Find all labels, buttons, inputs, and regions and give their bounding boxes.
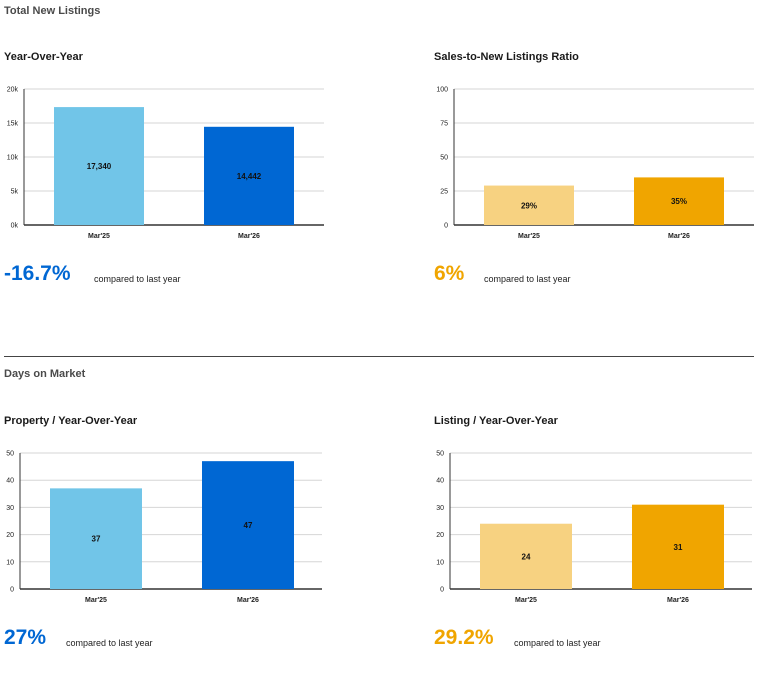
y-tick-label: 75 [440, 121, 448, 128]
y-tick-label: 10k [7, 155, 19, 162]
y-tick-label: 20 [436, 532, 444, 539]
bar-chart-listing-yoy: 0 10 20 30 40 50 24 Mar'25 31 Mar'26 [436, 451, 752, 604]
bar-Mar25 [484, 185, 574, 225]
bar-chart-sales-ratio: 0 25 50 75 100 29% Mar'25 35% Mar'26 [436, 87, 754, 240]
y-tick-label: 10 [6, 559, 14, 566]
y-tick-label: 20 [6, 532, 14, 539]
compare-label: compared to last year [66, 638, 153, 648]
y-tick-label: 15k [7, 121, 19, 128]
bar-value-label: 29% [521, 201, 537, 210]
x-category-label: Mar'26 [667, 597, 689, 604]
y-tick-label: 40 [6, 478, 14, 485]
bar-value-label: 14,442 [237, 172, 262, 181]
compare-label: compared to last year [484, 274, 571, 284]
bar-chart-property-yoy: 0 10 20 30 40 50 37 Mar'25 47 Mar'26 [6, 451, 322, 604]
y-tick-label: 0 [10, 587, 14, 594]
change-percent-sales-ratio: 6% [434, 262, 465, 285]
x-category-label: Mar'25 [88, 233, 110, 240]
bar-value-label: 37 [92, 535, 101, 544]
bar-value-label: 31 [674, 543, 683, 552]
chart-title-sales-ratio: Sales-to-New Listings Ratio [434, 51, 579, 63]
change-percent-property: 27% [4, 626, 47, 649]
y-tick-label: 20k [7, 87, 19, 94]
change-percent-listing: 29.2% [434, 626, 494, 649]
compare-label: compared to last year [514, 638, 601, 648]
change-percent-listings: -16.7% [4, 262, 71, 285]
section-title-days-on-market: Days on Market [4, 368, 86, 380]
compare-label: compared to last year [94, 274, 181, 284]
x-category-label: Mar'26 [237, 597, 259, 604]
x-category-label: Mar'25 [515, 597, 537, 604]
bar-Mar26 [202, 461, 294, 589]
y-tick-label: 30 [6, 505, 14, 512]
y-tick-label: 50 [6, 451, 14, 458]
bar-chart-year-over-year: 0k 5k 10k 15k 20k 17,340 Mar'25 14,442 Mar'26 [7, 87, 324, 240]
y-tick-label: 10 [436, 559, 444, 566]
x-category-label: Mar'25 [518, 233, 540, 240]
bar-Mar26 [204, 126, 294, 225]
section-divider [4, 356, 754, 357]
bar-Mar25 [54, 107, 144, 225]
x-category-label: Mar'26 [238, 233, 260, 240]
section-title-total-new-listings: Total New Listings [4, 5, 101, 17]
bar-value-label: 35% [671, 197, 687, 206]
bar-value-label: 17,340 [87, 162, 112, 171]
y-tick-label: 0k [11, 223, 19, 230]
chart-title-listing-yoy: Listing / Year-Over-Year [434, 415, 558, 427]
bar-Mar25 [480, 523, 572, 589]
bar-Mar26 [632, 504, 724, 589]
y-tick-label: 30 [436, 505, 444, 512]
y-tick-label: 50 [436, 451, 444, 458]
y-tick-label: 0 [440, 587, 444, 594]
bar-Mar26 [634, 177, 724, 225]
x-category-label: Mar'26 [668, 233, 690, 240]
chart-title-property-yoy: Property / Year-Over-Year [4, 415, 138, 427]
y-tick-label: 100 [436, 87, 448, 94]
y-tick-label: 25 [440, 189, 448, 196]
y-tick-label: 0 [444, 223, 448, 230]
x-category-label: Mar'25 [85, 597, 107, 604]
y-tick-label: 40 [436, 478, 444, 485]
bar-value-label: 47 [244, 521, 253, 530]
bar-value-label: 24 [522, 552, 531, 561]
bar-Mar25 [50, 488, 142, 589]
chart-title-year-over-year: Year-Over-Year [4, 51, 83, 63]
y-tick-label: 5k [11, 189, 19, 196]
y-tick-label: 50 [440, 155, 448, 162]
